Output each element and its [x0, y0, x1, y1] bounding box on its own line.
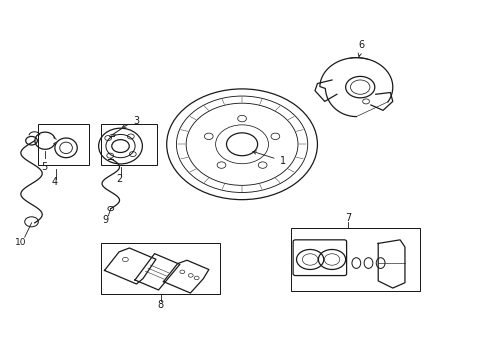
Text: 6: 6 [357, 40, 364, 57]
Bar [101, 124, 157, 165]
Text: 7: 7 [345, 213, 351, 223]
Text: 9: 9 [102, 215, 108, 225]
Text: 10: 10 [15, 238, 26, 247]
Text: 4: 4 [52, 177, 58, 186]
Bar [290, 228, 419, 291]
Text: 1: 1 [252, 151, 285, 166]
Text: 3: 3 [122, 116, 140, 127]
Text: 8: 8 [158, 300, 163, 310]
Text: 2: 2 [116, 174, 122, 184]
Bar [101, 243, 220, 294]
Bar [38, 124, 89, 165]
Text: 5: 5 [41, 162, 47, 172]
